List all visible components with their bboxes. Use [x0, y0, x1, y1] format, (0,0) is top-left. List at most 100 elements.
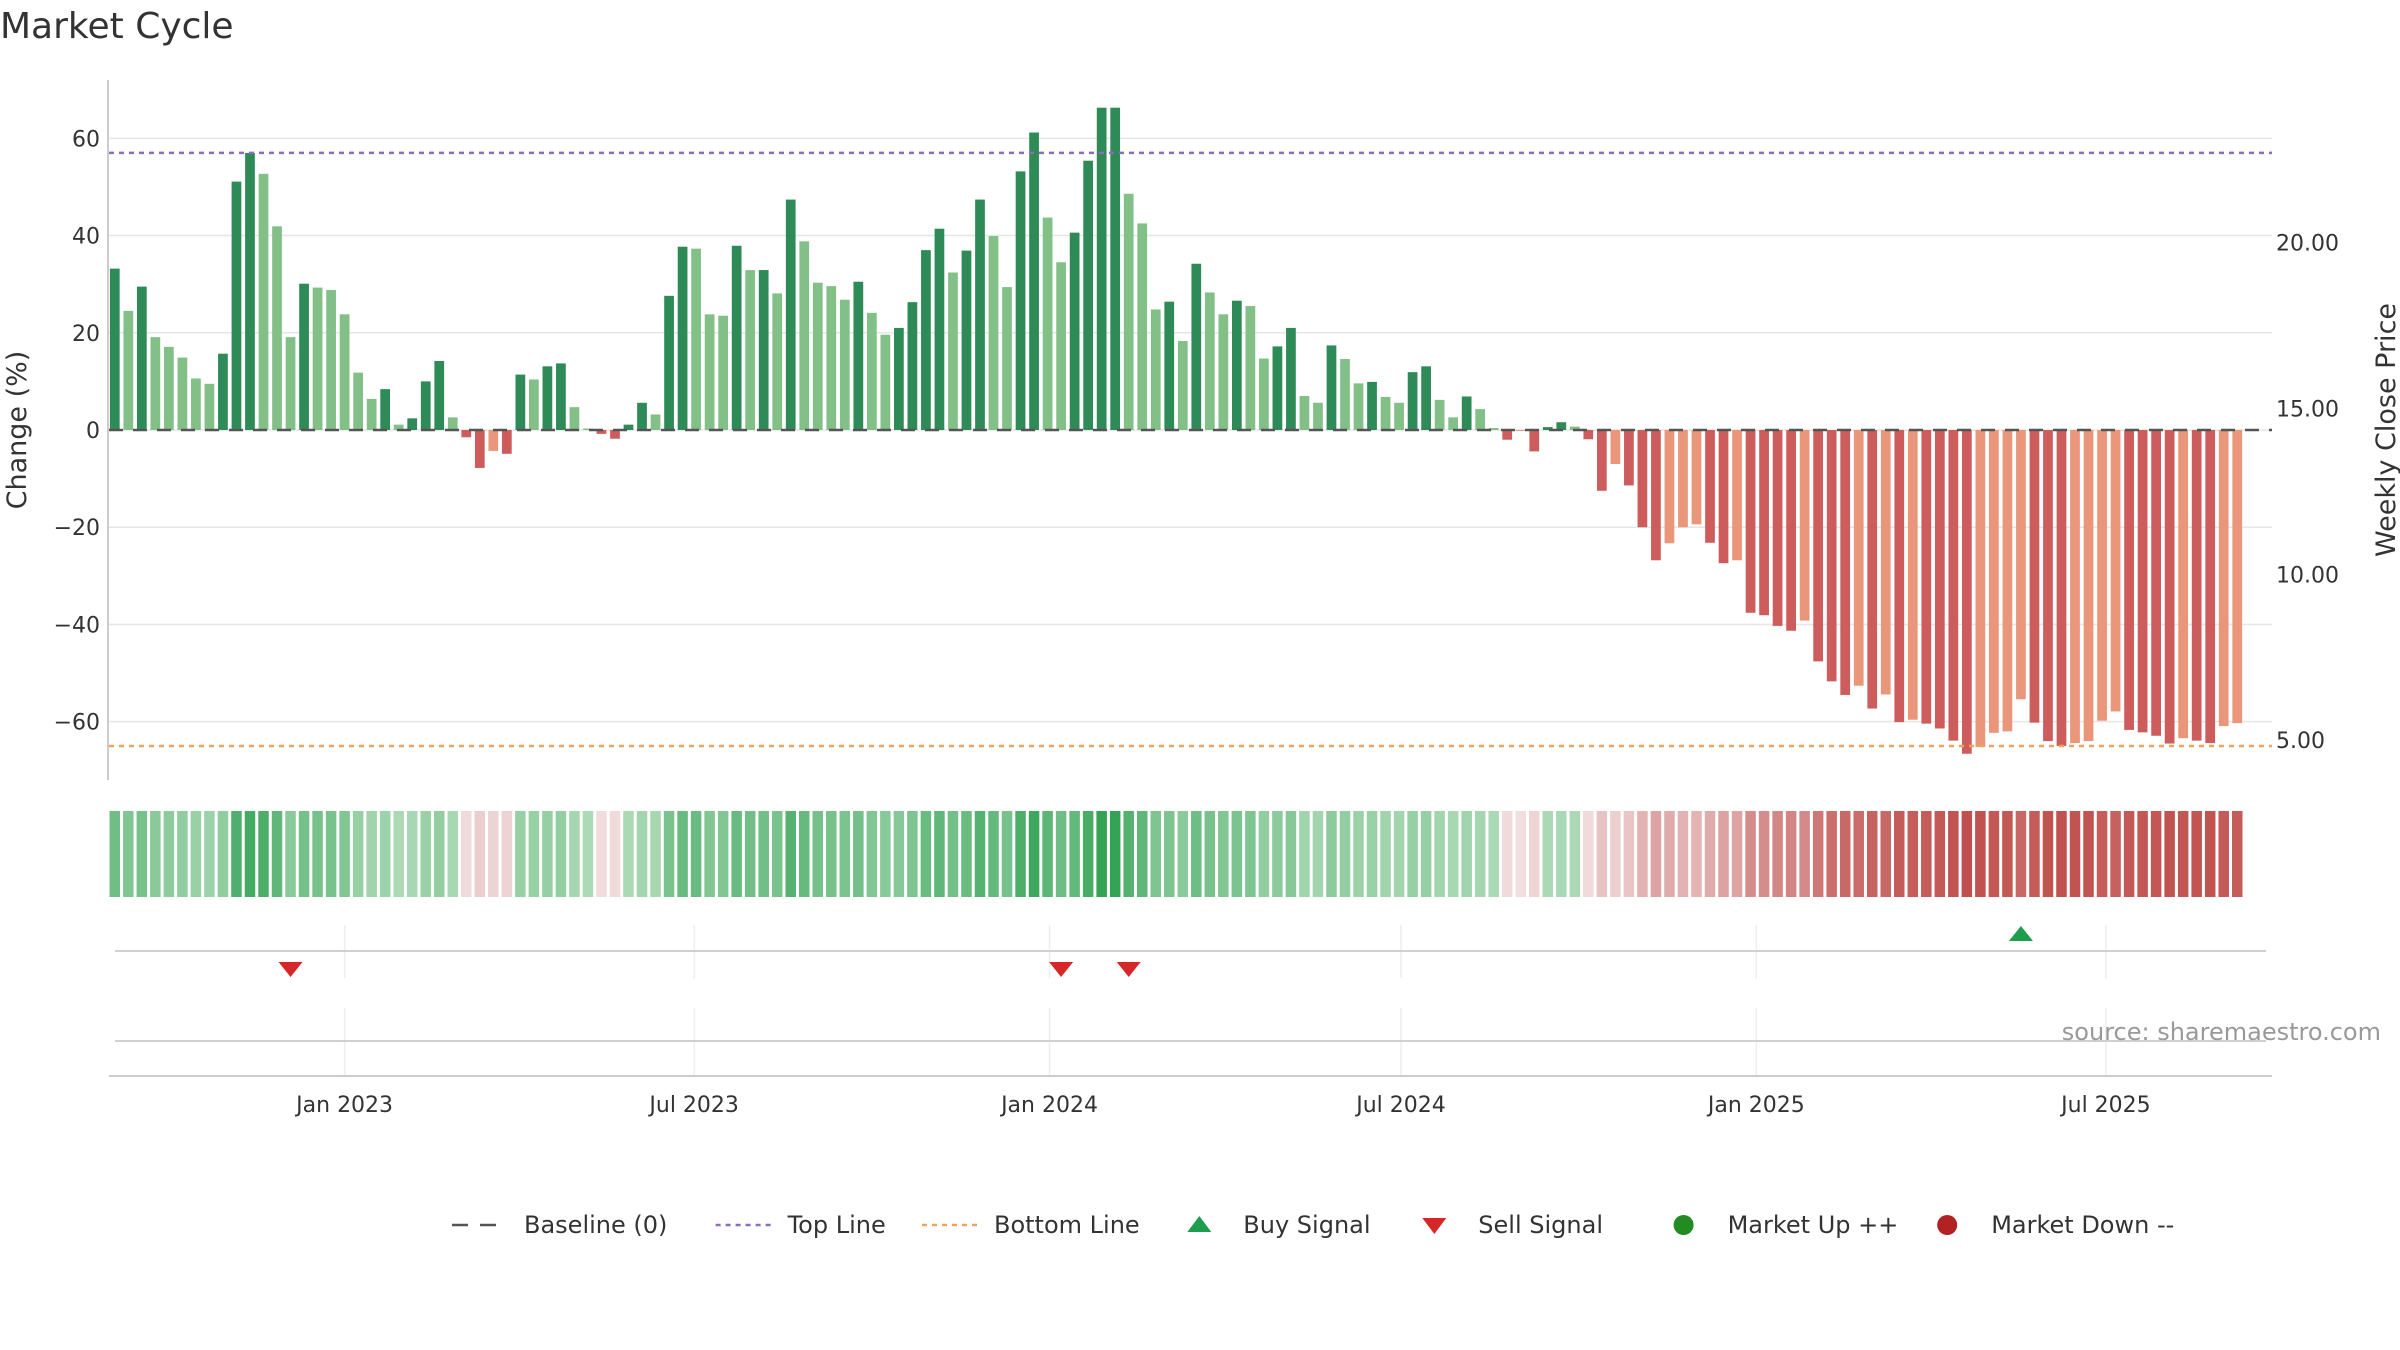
bar	[1123, 193, 1134, 430]
heat-cell	[2002, 811, 2013, 897]
bar	[2097, 430, 2107, 721]
heat-cell	[2191, 811, 2202, 897]
bar	[1177, 341, 1188, 430]
bar	[488, 430, 499, 451]
heat-cell	[1529, 811, 1540, 897]
bar	[218, 353, 228, 430]
heat-cell	[528, 811, 540, 897]
legend-label: Buy Signal	[1243, 1211, 1370, 1239]
heat-cell	[907, 811, 918, 897]
bar	[1569, 426, 1580, 430]
bar	[1448, 417, 1459, 430]
bar	[1705, 430, 1715, 543]
heat-cell	[136, 811, 148, 897]
bar	[136, 286, 147, 430]
heat-cell	[1907, 811, 1919, 897]
bar	[1596, 430, 1607, 491]
signal-row	[115, 925, 2266, 978]
bar	[2016, 430, 2026, 700]
heat-cell	[717, 811, 729, 897]
bar	[799, 241, 810, 430]
bar	[1840, 430, 1851, 695]
heat-cell	[2069, 811, 2081, 897]
heat-cell	[298, 811, 310, 897]
heat-cell	[893, 811, 905, 897]
legend-label: Bottom Line	[994, 1211, 1140, 1239]
heat-cell	[961, 811, 972, 897]
heat-cell	[1393, 811, 1405, 897]
heat-cell	[231, 811, 242, 897]
bar	[1610, 430, 1621, 465]
bar	[474, 430, 485, 468]
heat-cell	[569, 811, 580, 897]
bar	[1313, 402, 1323, 430]
heat-cell	[1948, 811, 1959, 897]
bar	[1934, 430, 1945, 729]
heat-cell	[677, 811, 688, 897]
bar	[191, 378, 201, 430]
heat-cell	[474, 811, 486, 897]
bar	[1231, 300, 1242, 430]
heat-cell	[1501, 811, 1513, 897]
heat-cell	[2056, 811, 2067, 897]
heat-cell	[1542, 811, 1554, 897]
bar	[164, 346, 174, 430]
heat-cell	[1853, 811, 1864, 897]
x-tick-label: Jan 2023	[294, 1093, 393, 1118]
heat-cell	[1650, 811, 1662, 897]
heat-cell	[2150, 811, 2162, 897]
bar	[1286, 327, 1296, 430]
heat-cell	[379, 811, 391, 897]
heat-cell	[339, 811, 350, 897]
heat-cell	[690, 811, 702, 897]
bar	[2137, 430, 2148, 733]
heat-cell	[1258, 811, 1270, 897]
heat-cell	[826, 811, 837, 897]
heat-cell	[2218, 811, 2229, 897]
bar	[299, 283, 309, 430]
heat-cell	[1082, 811, 1094, 897]
bar	[610, 430, 620, 439]
heat-cell	[812, 811, 824, 897]
heat-strip	[109, 811, 2243, 897]
heat-cell	[1921, 811, 1932, 897]
bar	[921, 250, 931, 430]
heat-cell	[1299, 811, 1310, 897]
heat-cell	[461, 811, 472, 897]
heat-cell	[1569, 811, 1581, 897]
bar	[393, 424, 404, 430]
bar	[1961, 430, 1972, 754]
heat-cell	[2164, 811, 2175, 897]
bar	[1299, 395, 1310, 430]
bar	[1002, 287, 1012, 430]
heat-cell	[1704, 811, 1716, 897]
heat-cell	[1326, 811, 1337, 897]
heat-cell	[2083, 811, 2094, 897]
heat-cell	[853, 811, 864, 897]
heat-cell	[190, 811, 202, 897]
heat-cell	[366, 811, 377, 897]
heat-cell	[785, 811, 796, 897]
legend-entry: Sell Signal	[1422, 1211, 1603, 1239]
bar	[1515, 430, 1526, 431]
heat-cell	[2123, 811, 2135, 897]
bar	[2043, 430, 2053, 742]
heat-cell	[663, 811, 675, 897]
bar	[1502, 430, 1513, 440]
heat-cell	[596, 811, 607, 897]
bar	[1421, 366, 1431, 430]
bar	[569, 407, 580, 430]
heat-cell	[2029, 811, 2040, 897]
heat-cell	[988, 811, 999, 897]
legend-entry: Baseline (0)	[452, 1211, 667, 1239]
heat-cell	[1812, 811, 1824, 897]
heat-cell	[934, 811, 945, 897]
x-tick-label: Jul 2023	[647, 1093, 739, 1118]
y-tick-label: −20	[54, 516, 100, 541]
heat-cell	[1028, 811, 1040, 897]
y-axis-title: Change (%)	[2, 351, 33, 510]
legend-label: Sell Signal	[1478, 1211, 1603, 1239]
bar	[1813, 430, 1824, 662]
heat-cell	[1583, 811, 1594, 897]
legend-marker-sell	[1422, 1218, 1447, 1234]
